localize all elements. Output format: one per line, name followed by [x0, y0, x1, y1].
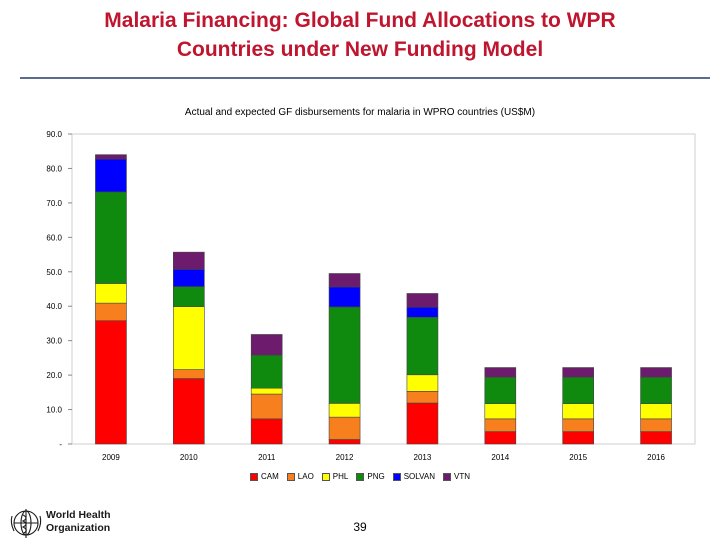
bar-segment-phl-2015 [562, 403, 594, 420]
bar-segment-png-2012 [328, 306, 361, 404]
y-tick-label: - [59, 440, 62, 449]
y-tick-label: 50.0 [46, 268, 62, 277]
legend-label: PNG [367, 472, 385, 481]
y-tick-label: 90.0 [46, 130, 62, 139]
who-logo-line-2: Organization [46, 522, 111, 534]
chart-legend: CAM LAO PHL PNG SOLVAN VTN [0, 472, 720, 481]
legend-item-vtn: VTN [442, 472, 470, 481]
x-tick-label: 2009 [102, 453, 120, 462]
bar-segment-png-2013 [406, 316, 439, 376]
slide-title-line-2: Countries under New Funding Model [176, 38, 544, 61]
bar-segment-phl-2016 [640, 403, 672, 420]
legend-swatch [286, 472, 295, 481]
legend-item-phl: PHL [321, 472, 349, 481]
bar-segment-vtn-2016 [640, 367, 672, 378]
bar-segment-png-2014 [484, 376, 517, 404]
bar-segment-cam-2009 [95, 320, 127, 445]
bar-segment-vtn-2010 [173, 251, 205, 270]
legend-label: SOLVAN [403, 472, 435, 481]
bar-segment-png-2015 [562, 376, 594, 404]
bar-segment-lao-2010 [173, 369, 205, 379]
legend-label: CAM [261, 472, 279, 481]
bar-segment-vtn-2014 [484, 367, 517, 378]
x-tick-label: 2012 [336, 453, 354, 462]
legend-label: PHL [332, 472, 349, 481]
stacked-bar-chart: - 10.0 20.0 30.0 40.0 50.0 60.0 70.0 80.0 90.0 200… [46, 130, 696, 462]
y-tick-label: 10.0 [46, 406, 62, 415]
who-logo [10, 509, 42, 538]
bar-segment-png-2011 [250, 354, 283, 389]
bar-segment-solvan-2013 [406, 306, 439, 318]
legend-item-cam: CAM [250, 472, 279, 481]
bar-segment-phl-2011 [250, 387, 283, 395]
slide-title: Malaria Financing: Global Fund Allocatio… [0, 6, 720, 64]
y-tick-label: 20.0 [46, 371, 62, 380]
bar-segment-phl-2014 [484, 403, 517, 420]
title-divider [20, 77, 710, 79]
bar-segment-vtn-2015 [562, 367, 594, 378]
x-tick-label: 2010 [180, 453, 198, 462]
page-number: 39 [353, 520, 367, 534]
bar-segment-vtn-2011 [250, 334, 283, 356]
y-tick-label: 70.0 [46, 199, 62, 208]
bar-segment-cam-2013 [406, 402, 439, 445]
bar-segment-cam-2010 [173, 378, 205, 445]
y-tick-label: 60.0 [46, 233, 62, 242]
chart-title: Actual and expected GF disbursements for… [184, 107, 536, 118]
legend-label: LAO [297, 472, 314, 481]
bar-segment-phl-2013 [406, 374, 439, 392]
x-tick-label: 2011 [258, 453, 276, 462]
legend-label: VTN [453, 472, 470, 481]
bar-segment-phl-2010 [173, 306, 205, 370]
x-tick-label: 2014 [491, 453, 509, 462]
legend-swatch [442, 472, 451, 481]
x-tick-label: 2016 [647, 453, 665, 462]
bar-segment-lao-2014 [484, 418, 517, 432]
bar-segment-lao-2011 [250, 393, 283, 420]
bar-segment-phl-2009 [95, 283, 127, 304]
legend-swatch [392, 472, 401, 481]
bar-segment-lao-2015 [562, 418, 594, 432]
bar-segment-lao-2009 [95, 302, 127, 321]
bar-segment-vtn-2013 [406, 293, 439, 308]
legend-swatch [321, 472, 330, 481]
bar-segment-phl-2012 [328, 403, 361, 418]
bar-segment-png-2016 [640, 376, 672, 404]
bar-segment-lao-2012 [328, 416, 361, 440]
bar-segment-cam-2016 [640, 431, 672, 445]
slide-title-line-1: Malaria Financing: Global Fund Allocatio… [104, 9, 616, 32]
bar-segment-vtn-2009 [95, 154, 127, 160]
x-tick-label: 2015 [569, 453, 587, 462]
bar-segment-cam-2015 [562, 431, 594, 445]
y-tick-label: 80.0 [46, 164, 62, 173]
y-tick-label: 30.0 [46, 337, 62, 346]
legend-swatch [356, 472, 365, 481]
x-tick-label: 2013 [414, 453, 432, 462]
bar-segment-cam-2014 [484, 431, 517, 445]
who-logo-text: World Health Organization [46, 509, 111, 535]
bar-segment-solvan-2010 [173, 269, 205, 287]
who-logo-line-1: World Health [46, 509, 111, 521]
bar-segment-png-2009 [95, 191, 127, 284]
bar-segment-png-2010 [173, 286, 205, 307]
bar-segment-cam-2012 [328, 439, 361, 445]
legend-item-png: PNG [356, 472, 385, 481]
y-tick-label: 40.0 [46, 302, 62, 311]
bar-segment-lao-2013 [406, 390, 439, 404]
bar-segment-solvan-2012 [328, 286, 361, 308]
who-emblem-icon [10, 509, 42, 538]
bar-segment-lao-2016 [640, 418, 672, 432]
legend-item-solvan: SOLVAN [392, 472, 435, 481]
bar-segment-solvan-2009 [95, 158, 127, 193]
bar-segment-cam-2011 [250, 418, 283, 445]
legend-item-lao: LAO [286, 472, 314, 481]
plot-area [71, 133, 696, 445]
legend-swatch [250, 472, 258, 481]
bar-segment-vtn-2012 [328, 273, 361, 288]
